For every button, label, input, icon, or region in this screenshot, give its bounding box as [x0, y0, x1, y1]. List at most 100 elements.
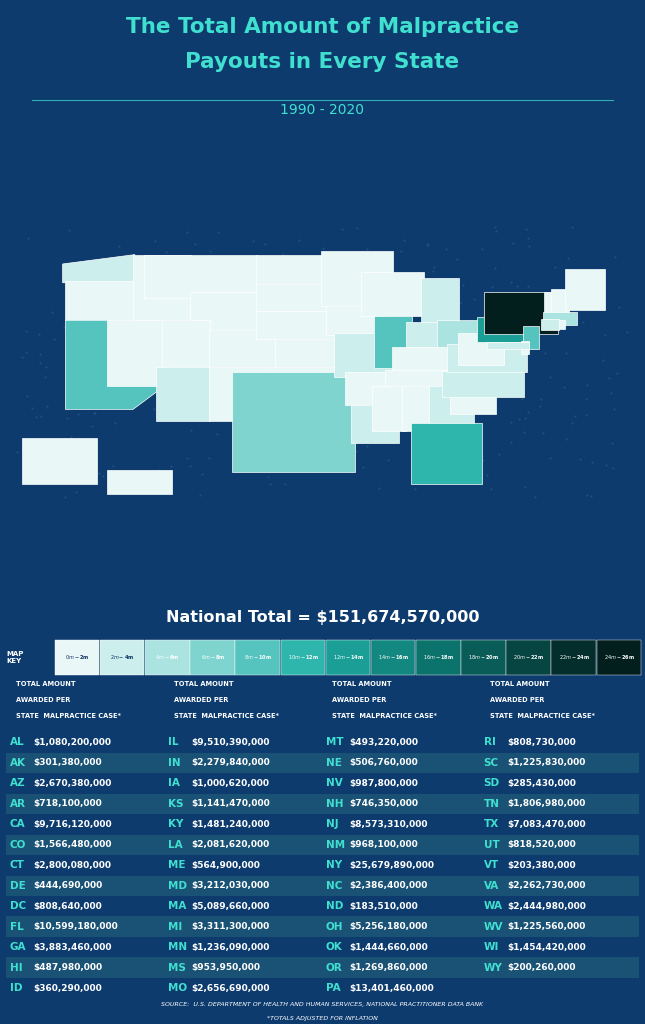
- Text: $22m-$24m: $22m-$24m: [559, 653, 590, 662]
- Point: [609, 401, 619, 418]
- Point: [97, 353, 107, 370]
- Text: AWARDED PER: AWARDED PER: [174, 696, 228, 702]
- Point: [458, 278, 468, 294]
- Point: [561, 431, 571, 447]
- Point: [173, 297, 183, 313]
- Point: [318, 259, 328, 275]
- Polygon shape: [65, 321, 162, 410]
- Point: [330, 324, 341, 340]
- Text: $1,080,200,000: $1,080,200,000: [33, 738, 111, 746]
- Text: WV: WV: [484, 922, 503, 932]
- Point: [376, 356, 386, 373]
- Point: [266, 318, 276, 335]
- Text: $3,311,300,000: $3,311,300,000: [191, 923, 269, 931]
- Text: $285,430,000: $285,430,000: [507, 779, 576, 787]
- Point: [227, 359, 237, 376]
- Point: [550, 321, 560, 337]
- Text: ID: ID: [10, 983, 22, 993]
- Point: [377, 316, 387, 333]
- Polygon shape: [63, 255, 135, 283]
- Polygon shape: [566, 268, 605, 310]
- Point: [517, 390, 528, 407]
- Text: $3,212,030,000: $3,212,030,000: [191, 882, 269, 890]
- Point: [84, 289, 95, 305]
- Point: [431, 412, 441, 428]
- Polygon shape: [256, 255, 327, 284]
- Point: [73, 357, 83, 374]
- Point: [582, 377, 592, 393]
- Point: [299, 458, 310, 474]
- Text: VA: VA: [484, 881, 499, 891]
- Point: [190, 236, 200, 252]
- Point: [539, 344, 550, 360]
- Polygon shape: [275, 339, 345, 368]
- Text: $18m-$20m: $18m-$20m: [468, 653, 499, 662]
- Text: $2,656,690,000: $2,656,690,000: [191, 984, 270, 992]
- Text: $444,690,000: $444,690,000: [33, 882, 103, 890]
- Text: MI: MI: [168, 922, 182, 932]
- Text: AWARDED PER: AWARDED PER: [332, 696, 386, 702]
- Point: [254, 265, 264, 282]
- Polygon shape: [521, 341, 529, 354]
- Point: [81, 366, 91, 382]
- Point: [194, 487, 204, 504]
- Text: $987,800,000: $987,800,000: [349, 779, 418, 787]
- Point: [521, 221, 531, 238]
- Point: [201, 329, 212, 345]
- Polygon shape: [372, 386, 406, 431]
- Text: MD: MD: [168, 881, 186, 891]
- Text: GA: GA: [10, 942, 26, 952]
- Point: [154, 462, 164, 478]
- Point: [566, 218, 577, 234]
- Point: [560, 317, 570, 334]
- Bar: [6, 753, 639, 773]
- Point: [354, 280, 364, 296]
- Point: [524, 238, 534, 254]
- Point: [204, 450, 214, 466]
- Point: [49, 331, 59, 347]
- Point: [272, 373, 282, 389]
- Bar: [6, 876, 639, 896]
- Text: $5,089,660,000: $5,089,660,000: [191, 902, 270, 910]
- Text: MN: MN: [168, 942, 187, 952]
- Point: [90, 404, 100, 421]
- Polygon shape: [543, 312, 577, 325]
- Point: [188, 380, 198, 396]
- Polygon shape: [457, 334, 504, 366]
- Text: $2,279,840,000: $2,279,840,000: [191, 759, 270, 767]
- Point: [490, 223, 501, 240]
- Point: [310, 389, 321, 406]
- Bar: [416, 640, 461, 675]
- Point: [422, 236, 433, 252]
- Point: [441, 241, 451, 257]
- Point: [321, 459, 332, 475]
- Point: [429, 258, 439, 274]
- Text: $2,386,400,000: $2,386,400,000: [349, 882, 428, 890]
- Polygon shape: [144, 255, 257, 298]
- Point: [545, 450, 555, 466]
- Point: [406, 427, 417, 443]
- Text: TOTAL AMOUNT: TOTAL AMOUNT: [490, 681, 550, 686]
- Point: [603, 370, 613, 386]
- Point: [477, 452, 488, 468]
- Point: [204, 243, 215, 259]
- Point: [601, 457, 611, 473]
- Point: [284, 331, 294, 347]
- Text: MT: MT: [326, 737, 343, 748]
- Point: [493, 292, 504, 308]
- Point: [362, 438, 372, 455]
- Point: [586, 487, 596, 504]
- Point: [74, 335, 84, 351]
- Point: [185, 458, 195, 474]
- Point: [79, 390, 90, 407]
- Point: [535, 397, 545, 414]
- Text: $493,220,000: $493,220,000: [349, 738, 418, 746]
- Point: [213, 223, 223, 240]
- Point: [519, 424, 529, 440]
- Point: [306, 353, 317, 370]
- Text: MA: MA: [168, 901, 186, 911]
- Text: $9,716,120,000: $9,716,120,000: [33, 820, 112, 828]
- Point: [530, 488, 541, 505]
- Point: [550, 259, 560, 275]
- Polygon shape: [232, 372, 355, 472]
